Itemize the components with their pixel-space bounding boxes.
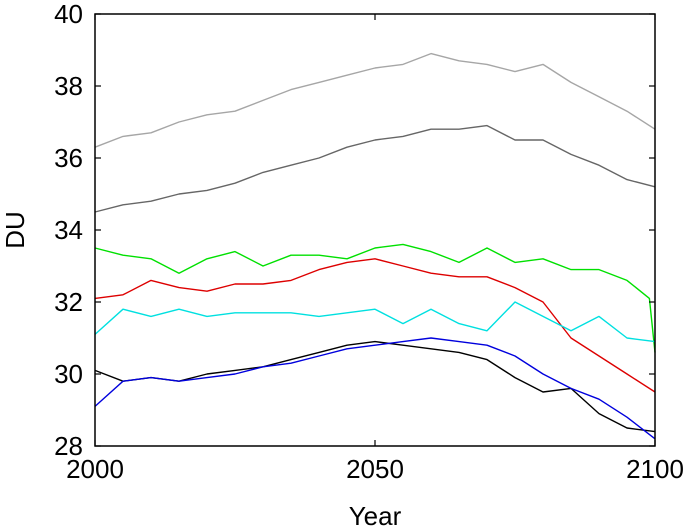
y-tick-label: 28 xyxy=(54,431,83,461)
y-tick-label: 40 xyxy=(54,0,83,29)
x-tick-label: 2000 xyxy=(66,454,124,484)
series-line-5 xyxy=(94,301,656,343)
series-line-7 xyxy=(94,337,656,440)
axis-ticks: 2000 2050 2100 28 30 32 34 36 38 40 xyxy=(54,0,684,484)
x-axis-label: Year xyxy=(349,501,402,531)
series-line-3 xyxy=(94,243,656,353)
series-line-1 xyxy=(94,52,656,148)
x-tick-label: 2100 xyxy=(626,454,684,484)
series-line-6 xyxy=(94,340,656,433)
x-tick-label: 2050 xyxy=(346,454,404,484)
series-line-2 xyxy=(94,124,656,213)
y-tick-label: 32 xyxy=(54,287,83,317)
y-axis-label: DU xyxy=(0,211,30,249)
y-tick-label: 36 xyxy=(54,143,83,173)
y-tick-label: 30 xyxy=(54,359,83,389)
series-lines xyxy=(94,52,656,440)
y-tick-label: 38 xyxy=(54,71,83,101)
series-line-4 xyxy=(94,258,656,393)
y-tick-label: 34 xyxy=(54,215,83,245)
